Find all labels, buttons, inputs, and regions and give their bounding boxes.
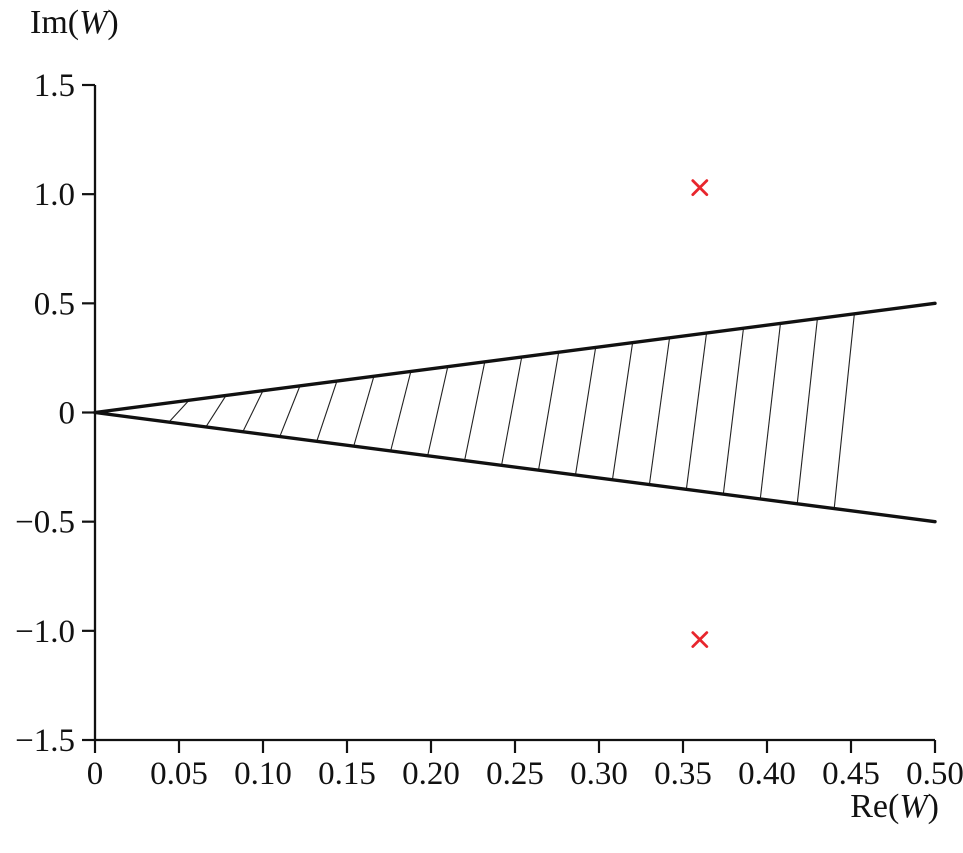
y-tick-label: −0.5 (15, 505, 75, 541)
y-tick-label: 1.0 (34, 177, 75, 213)
x-tick-label: 0.15 (318, 756, 376, 792)
hatch-line (316, 380, 338, 442)
x-tick-label: 0.10 (234, 756, 292, 792)
x-tick-label: 0.40 (738, 756, 796, 792)
x-tick-label: 0.05 (150, 756, 208, 792)
hatch-line (168, 399, 190, 423)
x-tick-label: 0.20 (402, 756, 460, 792)
x-tick-label: 0.35 (654, 756, 712, 792)
hatch-line (833, 313, 855, 509)
x-axis-title-symbol: W (899, 788, 928, 825)
hatch-line (205, 395, 227, 428)
hatch-line (648, 337, 671, 485)
x-tick-label: 0.25 (486, 756, 544, 792)
wedge-lower-boundary (93, 410, 937, 524)
x-tick-label: 0.50 (906, 756, 963, 792)
hatch-line (242, 390, 264, 432)
hatch-line (279, 385, 301, 437)
hatch-line (796, 318, 818, 504)
hatch-line (537, 352, 560, 471)
hatch-line (685, 332, 708, 490)
pole-x-marker (691, 179, 709, 197)
y-axis-title-symbol: W (79, 4, 108, 41)
y-axis-title: Im(W) (30, 4, 119, 41)
hatch-line (390, 371, 412, 452)
hatch-line (722, 328, 745, 495)
hatch-line (353, 376, 375, 447)
x-tick-label: 0 (87, 756, 104, 792)
y-axis-title-prefix: Im( (30, 4, 80, 41)
hatch-line (759, 323, 781, 500)
x-tick-label: 0.30 (570, 756, 628, 792)
y-tick-label: 1.5 (34, 68, 75, 104)
x-axis-title-suffix: ) (927, 788, 939, 825)
y-tick-label: −1.0 (15, 614, 75, 650)
hatch-line (427, 366, 449, 456)
x-tick-label: 0.45 (822, 756, 880, 792)
x-axis-title: Re(W) (850, 788, 939, 825)
y-tick-label: 0 (59, 396, 76, 432)
x-axis-title-prefix: Re( (850, 788, 900, 825)
hatch-line (464, 361, 486, 461)
hatch-line (574, 347, 597, 476)
y-tick-label: −1.5 (15, 723, 75, 759)
y-axis-title-suffix: ) (107, 4, 119, 41)
hatch-line (611, 342, 634, 480)
y-tick-label: 0.5 (34, 286, 75, 322)
wedge-upper-boundary (93, 301, 937, 415)
pole-x-marker (691, 631, 709, 648)
hatch-line (501, 356, 523, 466)
